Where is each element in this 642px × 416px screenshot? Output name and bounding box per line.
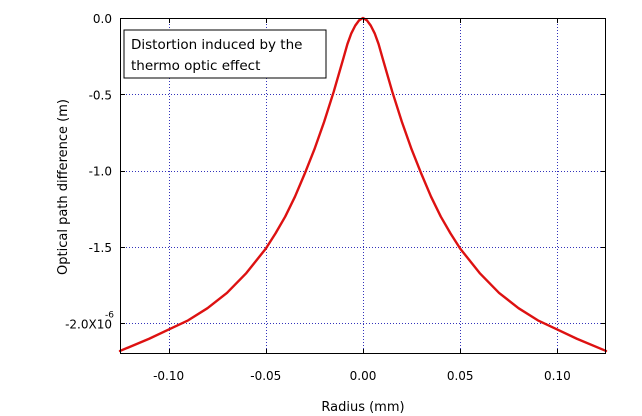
y-axis-label: Optical path difference (m) xyxy=(56,99,71,275)
x-tick-label-4: 0.10 xyxy=(544,369,571,383)
y-tick-label-4: -2.0X10 xyxy=(65,317,112,331)
annotation-box: Distortion induced by the thermo optic e… xyxy=(123,29,327,79)
grid xyxy=(120,18,606,354)
y-tick-label-0: 0.0 xyxy=(93,12,112,26)
tick-labels: -0.10 -0.05 0.00 0.05 0.10 0.0 -0.5 -1.0 -1.5 -2.… xyxy=(65,12,571,383)
x-axis-label: Radius (mm) xyxy=(321,400,404,415)
annotation-line-1: Distortion induced by the xyxy=(131,37,302,53)
x-tick-label-0: -0.10 xyxy=(153,369,184,383)
annotation-frame xyxy=(123,29,327,79)
y-exponent-label: -6 xyxy=(105,310,114,320)
annotation-line-2: thermo optic effect xyxy=(131,58,260,74)
tick-marks xyxy=(120,18,606,354)
y-tick-label-3: -1.5 xyxy=(89,241,112,255)
x-tick-label-3: 0.05 xyxy=(447,369,474,383)
x-tick-label-2: 0.00 xyxy=(350,369,377,383)
y-tick-label-1: -0.5 xyxy=(89,88,112,102)
y-tick-label-2: -1.0 xyxy=(89,165,112,179)
x-tick-label-1: -0.05 xyxy=(250,369,281,383)
